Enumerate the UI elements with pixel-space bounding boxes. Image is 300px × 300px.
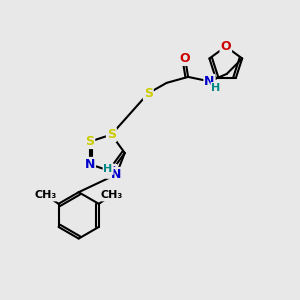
Text: CH₃: CH₃ [35, 190, 57, 200]
Text: N: N [204, 75, 215, 88]
Text: O: O [220, 40, 231, 53]
Text: CH₃: CH₃ [100, 190, 122, 200]
Text: N: N [85, 158, 95, 171]
Text: O: O [180, 52, 190, 65]
Text: S: S [107, 128, 116, 141]
Text: H: H [212, 83, 221, 93]
Text: S: S [85, 135, 94, 148]
Text: N: N [111, 168, 122, 181]
Text: H: H [103, 164, 113, 174]
Text: S: S [144, 87, 153, 100]
Text: N: N [106, 165, 117, 178]
